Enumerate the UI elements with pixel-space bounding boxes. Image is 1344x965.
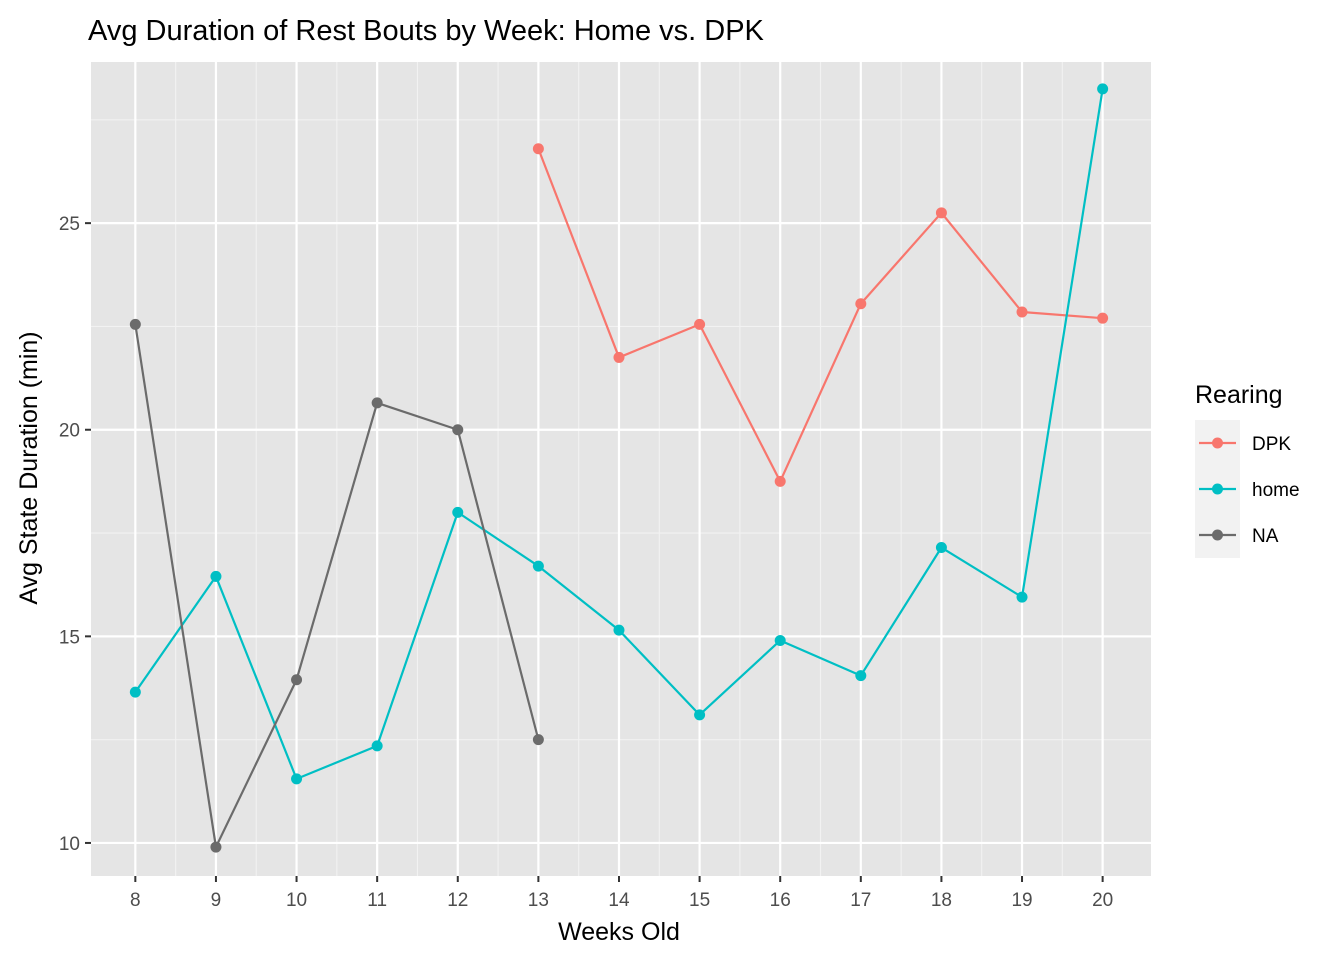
x-tick-label: 12 [447, 890, 468, 911]
legend-item-home: home [1195, 466, 1300, 512]
x-tick-label: 8 [130, 890, 141, 911]
x-tick-label: 17 [850, 890, 871, 911]
series-line-dpk [537, 148, 1103, 483]
data-point-home [452, 506, 464, 518]
data-point-dpk [1097, 312, 1109, 324]
data-point-na [291, 674, 303, 686]
x-tick-label: 10 [286, 890, 307, 911]
series-layer [129, 83, 1109, 853]
data-point-dpk [613, 351, 625, 363]
data-point-na [129, 318, 141, 330]
data-point-home [291, 773, 303, 785]
legend-title: Rearing [1195, 381, 1283, 409]
data-point-dpk [694, 318, 706, 330]
data-point-home [855, 670, 867, 682]
legend: Rearing DPK home NA [1195, 381, 1300, 558]
data-point-na [210, 841, 222, 853]
legend-label: NA [1252, 526, 1279, 547]
x-tick-label: 16 [770, 890, 791, 911]
data-point-home [774, 634, 786, 646]
data-point-home [532, 560, 544, 572]
data-point-dpk [855, 298, 867, 310]
data-point-home [613, 624, 625, 636]
x-tick-label: 19 [1011, 890, 1032, 911]
legend-key-point [1212, 529, 1223, 541]
data-point-dpk [1016, 306, 1028, 318]
x-tick-label: 18 [931, 890, 952, 911]
x-axis: 8 9 10 11 12 13 14 15 16 17 18 19 20 [130, 876, 1113, 911]
data-point-dpk [935, 207, 947, 219]
legend-item-dpk: DPK [1195, 420, 1291, 466]
y-axis-label: Avg State Duration (min) [15, 331, 43, 604]
data-point-home [129, 686, 141, 698]
data-point-home [694, 709, 706, 721]
legend-items: DPK home NA [1195, 420, 1300, 558]
grid-minor [91, 62, 1151, 876]
data-point-home [371, 740, 383, 752]
legend-key-point [1212, 483, 1223, 495]
series-dpk [532, 143, 1109, 487]
data-point-na [371, 397, 383, 409]
chart-title: Avg Duration of Rest Bouts by Week: Home… [88, 15, 765, 47]
legend-item-na: NA [1195, 512, 1279, 558]
data-point-home [1097, 83, 1109, 95]
x-tick-label: 15 [689, 890, 710, 911]
data-point-home [935, 542, 947, 554]
x-tick-label: 13 [528, 890, 549, 911]
y-tick-label: 10 [59, 834, 80, 855]
y-axis: 10 15 20 25 [59, 214, 91, 855]
data-point-na [532, 734, 544, 746]
series-line-na [134, 324, 540, 849]
data-point-na [452, 424, 464, 436]
x-tick-label: 11 [367, 890, 387, 911]
plot-panel [91, 62, 1151, 876]
y-tick-label: 15 [59, 627, 80, 648]
x-tick-label: 14 [608, 890, 630, 911]
x-axis-label: Weeks Old [558, 918, 680, 946]
legend-label: home [1252, 480, 1300, 501]
data-point-home [210, 570, 222, 582]
series-home [129, 83, 1109, 785]
data-point-dpk [774, 475, 786, 487]
data-point-home [1016, 591, 1028, 603]
series-na [129, 318, 544, 853]
data-point-dpk [532, 143, 544, 155]
x-tick-label: 20 [1092, 890, 1113, 911]
legend-label: DPK [1252, 434, 1291, 455]
legend-key-point [1212, 437, 1223, 449]
y-tick-label: 20 [59, 421, 80, 442]
x-tick-label: 9 [211, 890, 222, 911]
y-tick-label: 25 [59, 214, 80, 235]
